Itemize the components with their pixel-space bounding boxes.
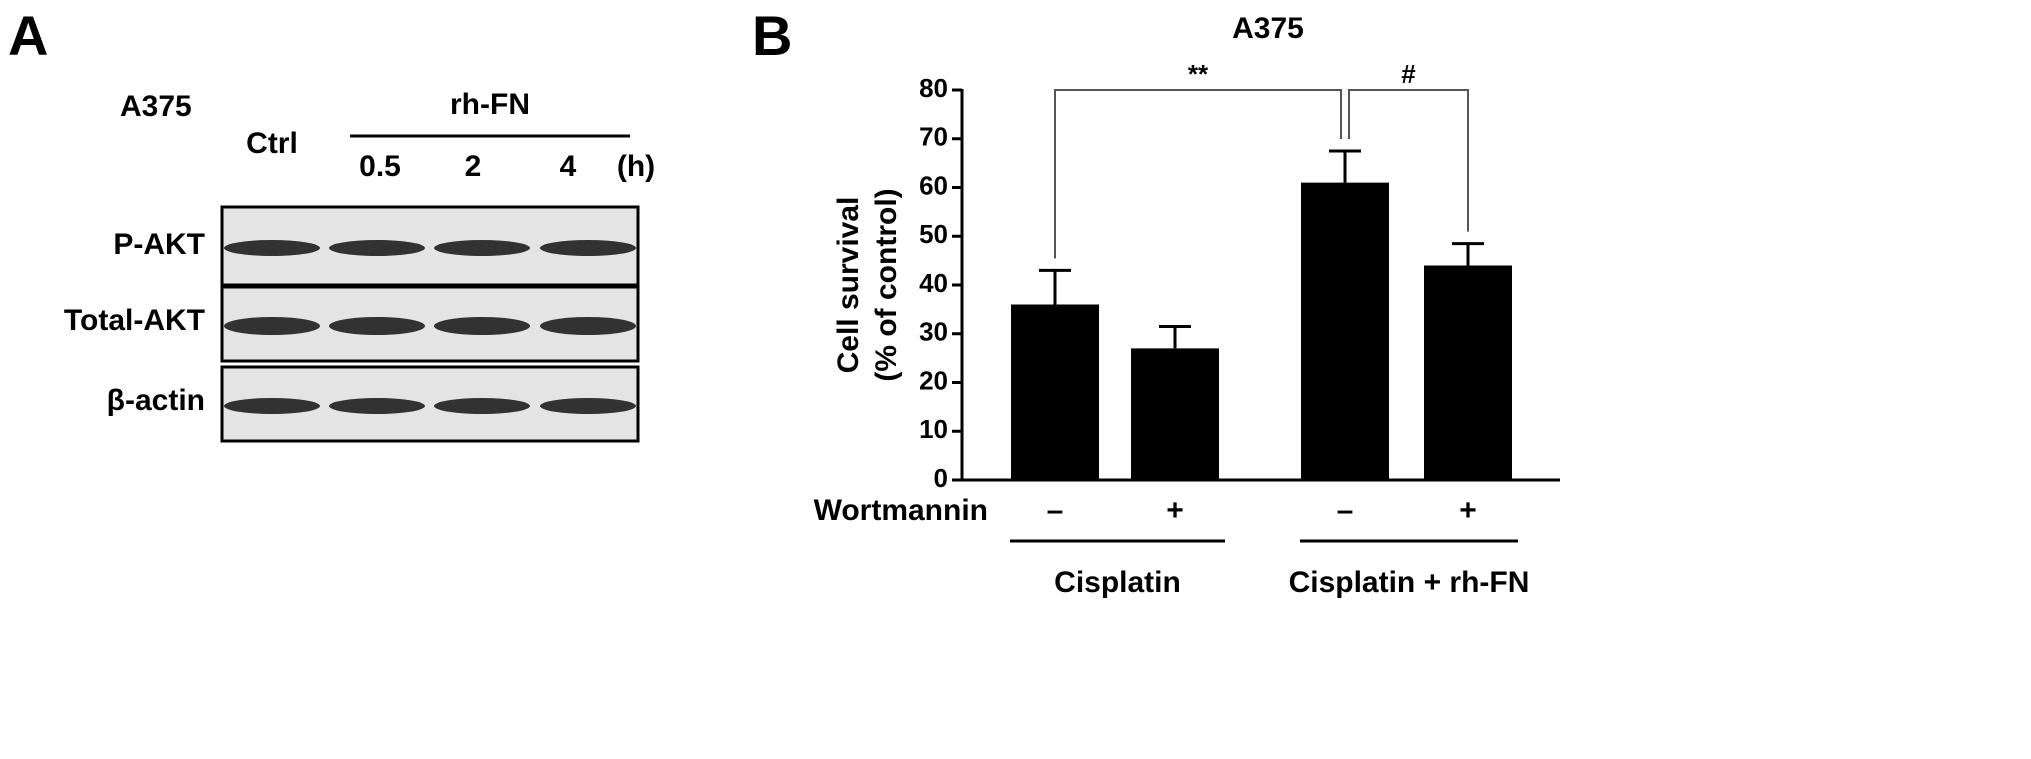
y-tick-label: 50 [919,219,948,249]
y-tick-label: 80 [919,73,948,103]
blot-band [434,398,530,414]
bar [1301,182,1389,480]
control-label: Ctrl [246,127,298,160]
blot-band [329,240,425,256]
x-tick-label: + [1459,494,1477,527]
blot-band [434,240,530,256]
y-axis-label: Cell survival [832,197,865,374]
row-label: Total-AKT [64,304,205,337]
blot-band [434,317,530,335]
x-tick-label: – [1337,494,1354,527]
blot-band [540,317,636,335]
time-label: 0.5 [359,150,401,183]
blot-band [540,240,636,256]
panel-b: B A375 Cell survival (% of control) 0 10 20 30 4… [752,4,1560,599]
panel-letter: B [752,4,792,67]
significance-bracket [1054,89,1342,259]
row-label: P-AKT [113,228,205,261]
panel-a: A A375 Ctrl rh-FN 0.5 2 4 (h) P-AKT Tota… [8,4,655,443]
x-tick-label: + [1166,494,1184,527]
y-tick-label: 60 [919,170,948,200]
bar [1011,304,1099,480]
blot-band [540,398,636,414]
y-tick-label: 30 [919,317,948,347]
y-tick-label: 20 [919,365,948,395]
row-label: β-actin [107,384,205,417]
time-label: 2 [465,150,482,183]
blot-band [224,240,320,256]
time-unit: (h) [617,150,655,183]
significance-label: # [1401,59,1416,89]
cell-line: A375 [120,90,192,123]
blot-band [224,398,320,414]
blot-band [329,317,425,335]
bar [1424,265,1512,480]
significance-bracket [1348,89,1469,232]
y-tick-label: 40 [919,268,948,298]
blot-band [224,317,320,335]
y-axis-label: (% of control) [870,188,903,381]
chart-title: A375 [1232,12,1304,45]
bar [1131,348,1219,480]
time-label: 4 [560,150,577,183]
significance-label: ** [1188,59,1209,89]
group-label: Cisplatin + rh-FN [1289,566,1530,599]
y-tick-label: 10 [919,414,948,444]
y-tick-label: 0 [934,463,948,493]
x-row-label: Wortmannin [814,494,988,527]
panel-letter: A [8,4,48,67]
treatment-label: rh-FN [450,88,530,121]
blot-band [329,398,425,414]
group-label: Cisplatin [1054,566,1181,599]
x-tick-label: – [1047,494,1064,527]
y-tick-label: 70 [919,122,948,152]
